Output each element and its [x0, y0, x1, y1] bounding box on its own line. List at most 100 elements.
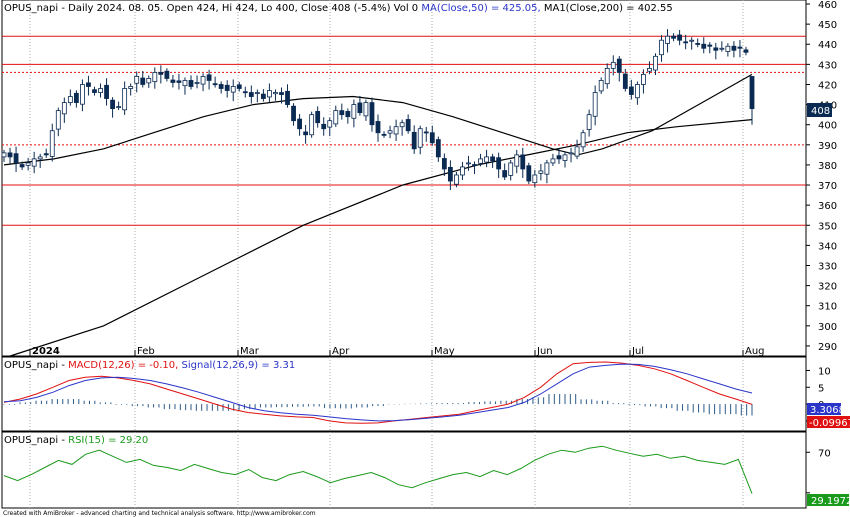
candle	[659, 35, 664, 62]
candle-body-down	[671, 35, 676, 39]
candle-body-down	[369, 102, 375, 126]
candle	[490, 153, 496, 168]
candle	[411, 125, 417, 154]
candle-body-down	[92, 89, 97, 93]
price-tick-label: 370	[818, 181, 837, 192]
candle	[98, 83, 103, 98]
candle-body-down	[242, 91, 248, 94]
candle	[170, 75, 176, 88]
candle-body-up	[393, 126, 399, 135]
candle-body-down	[707, 44, 713, 47]
candle	[146, 75, 152, 88]
candle-body-up	[49, 130, 55, 157]
candle	[369, 97, 375, 132]
candle-body-down	[556, 155, 562, 160]
candle-body-up	[55, 110, 61, 130]
candle	[514, 149, 520, 174]
price-plot-frame	[1, 0, 807, 357]
candle	[248, 85, 254, 104]
candle-body-down	[357, 102, 363, 114]
candle	[327, 117, 333, 137]
candle	[104, 78, 109, 106]
last-price-label: 408	[811, 106, 830, 117]
ma50-path	[3, 73, 753, 166]
candle-body-up	[641, 74, 646, 85]
macd-plot-frame	[1, 356, 807, 432]
candle	[725, 43, 731, 57]
candle-body-down	[695, 43, 701, 45]
candle	[116, 101, 122, 111]
candle-body-down	[43, 153, 49, 156]
candle-body-down	[731, 45, 737, 51]
candle	[345, 108, 351, 124]
candle-body-up	[128, 86, 134, 89]
candle	[737, 40, 743, 58]
candle-body-down	[176, 80, 182, 83]
candle-body-up	[417, 128, 423, 148]
candle	[309, 111, 315, 138]
candle-body-up	[562, 154, 568, 161]
candle	[86, 75, 91, 96]
candle-body-down	[86, 82, 91, 87]
rsi-tick-label: 70	[818, 448, 831, 459]
candle-body-up	[610, 61, 616, 69]
candle	[478, 153, 483, 167]
signal-value-label: 3.3068	[810, 405, 845, 416]
candle-body-down	[7, 152, 13, 158]
candle-body-up	[67, 96, 73, 103]
candle	[279, 87, 284, 104]
candle	[526, 162, 532, 185]
ma200-line	[3, 119, 753, 359]
candle	[363, 99, 369, 121]
candle-body-up	[351, 104, 357, 119]
candle-body-down	[375, 121, 381, 134]
rsi-plot-frame	[1, 431, 807, 509]
candle	[731, 41, 737, 58]
candle	[194, 75, 200, 89]
candle	[435, 136, 441, 162]
price-header-ma200: MA1(Close,200) = 402.55	[544, 3, 673, 14]
candle	[429, 125, 435, 146]
price-tick-label: 440	[818, 40, 837, 51]
candle-body-up	[267, 90, 272, 98]
candle-body-down	[472, 164, 477, 166]
candle	[267, 83, 272, 102]
candle	[472, 161, 477, 174]
candle-body-down	[206, 74, 212, 81]
price-tick-label: 350	[818, 221, 837, 232]
candle	[568, 147, 574, 163]
candle-body-down	[291, 105, 296, 122]
candle	[454, 171, 459, 188]
candle-body-up	[152, 72, 158, 83]
price-panel: 4604504404304204104003903803703603503403…	[1, 0, 837, 359]
candle-body-down	[188, 80, 194, 87]
candle	[616, 56, 622, 82]
candle	[665, 29, 670, 53]
candle-body-up	[568, 152, 574, 155]
candle	[719, 41, 725, 52]
candle	[25, 157, 31, 171]
candle-body-up	[647, 67, 652, 72]
month-label: May	[434, 346, 455, 357]
signal-line	[3, 363, 753, 422]
price-header-ma50: MA(Close,50) = 425.05,	[421, 3, 544, 14]
candle-body-up	[538, 170, 544, 174]
candle-body-down	[315, 111, 321, 124]
ma50-line	[3, 73, 753, 166]
candle	[152, 67, 158, 89]
candle	[647, 61, 652, 75]
candle	[381, 131, 387, 138]
price-tick-label: 310	[818, 302, 837, 313]
candle	[562, 151, 568, 168]
candle-body-down	[405, 119, 411, 132]
candle	[37, 153, 43, 168]
rsi-panel: 70 29.1972 OPUS_napi - RSI(15) = 29.20	[1, 431, 850, 509]
macd-header-name: OPUS_napi -	[4, 360, 68, 371]
month-labels: 2024 Feb Mar Apr May Jun Jul Aug	[29, 346, 765, 357]
price-tick-label: 330	[818, 261, 837, 272]
candle-body-down	[616, 58, 622, 73]
candle	[236, 81, 242, 92]
candle-body-up	[309, 114, 315, 136]
macd-lines	[3, 361, 753, 424]
candle-body-down	[677, 34, 683, 41]
